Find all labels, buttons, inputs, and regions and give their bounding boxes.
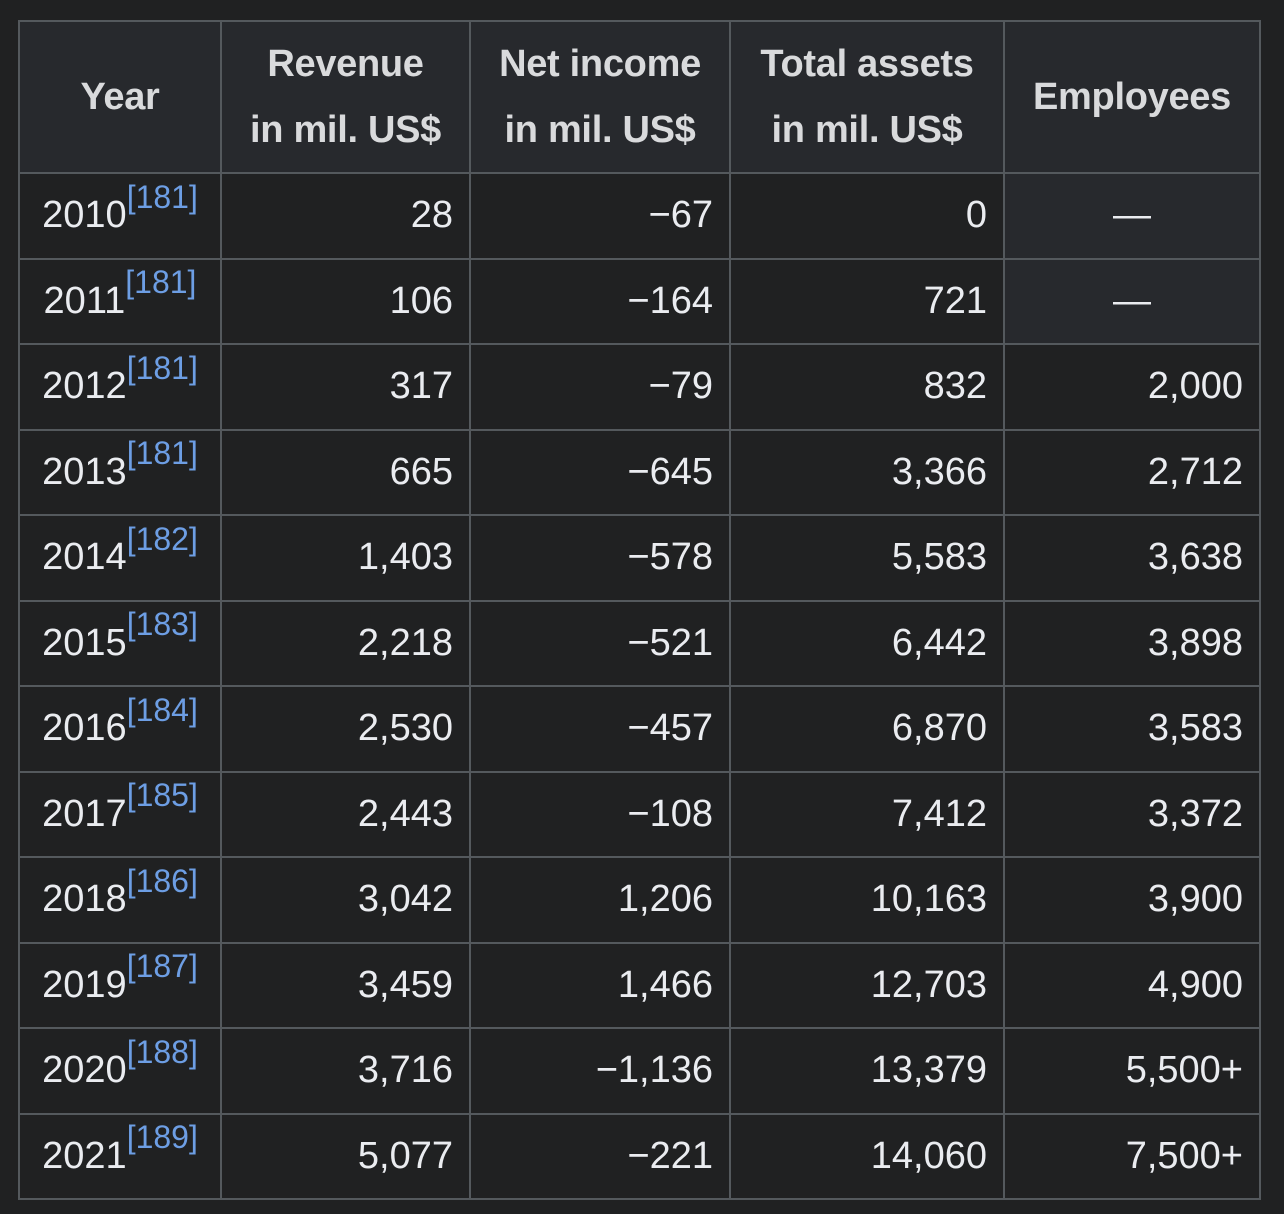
reference-link[interactable]: [181] [126, 178, 198, 215]
employees-cell: — [1003, 172, 1261, 260]
total-assets-cell: 6,442 [729, 599, 1005, 687]
table-row: 2017[185] 2,443 −108 7,412 3,372 [18, 770, 1261, 858]
header-total-assets-line1: Total assets [760, 43, 974, 85]
total-assets-cell: 5,583 [729, 514, 1005, 602]
employees-cell: 3,900 [1003, 856, 1261, 944]
net-income-cell: −521 [469, 599, 731, 687]
net-income-cell: −457 [469, 685, 731, 773]
year-cell: 2012[181] [18, 343, 222, 431]
total-assets-cell: 10,163 [729, 856, 1005, 944]
net-income-cell: −221 [469, 1112, 731, 1200]
employees-cell: 2,000 [1003, 343, 1261, 431]
net-income-cell: 1,466 [469, 941, 731, 1029]
year-cell: 2019[187] [18, 941, 222, 1029]
employees-cell: 3,898 [1003, 599, 1261, 687]
table-row: 2012[181] 317 −79 832 2,000 [18, 343, 1261, 431]
net-income-cell: −108 [469, 770, 731, 858]
revenue-cell: 3,716 [220, 1027, 471, 1115]
reference-link[interactable]: [187] [126, 948, 198, 985]
year-cell: 2021[189] [18, 1112, 222, 1200]
reference-link[interactable]: [183] [126, 606, 198, 643]
header-net-income: Net income in mil. US$ [469, 20, 731, 174]
net-income-cell: −67 [469, 172, 731, 260]
reference-link[interactable]: [181] [125, 264, 197, 301]
year-cell: 2020[188] [18, 1027, 222, 1115]
year-cell: 2011[181] [18, 257, 222, 345]
revenue-cell: 3,042 [220, 856, 471, 944]
year-cell: 2014[182] [18, 514, 222, 602]
table-row: 2020[188] 3,716 −1,136 13,379 5,500+ [18, 1027, 1261, 1115]
total-assets-cell: 0 [729, 172, 1005, 260]
revenue-cell: 28 [220, 172, 471, 260]
table-row: 2015[183] 2,218 −521 6,442 3,898 [18, 599, 1261, 687]
total-assets-cell: 832 [729, 343, 1005, 431]
year-cell: 2017[185] [18, 770, 222, 858]
reference-link[interactable]: [181] [126, 349, 198, 386]
revenue-cell: 317 [220, 343, 471, 431]
employees-cell: 4,900 [1003, 941, 1261, 1029]
total-assets-cell: 3,366 [729, 428, 1005, 516]
header-net-income-line2: in mil. US$ [504, 109, 696, 151]
net-income-cell: −1,136 [469, 1027, 731, 1115]
header-revenue-line2: in mil. US$ [250, 109, 441, 151]
table-row: 2011[181] 106 −164 721 — [18, 257, 1261, 345]
total-assets-cell: 721 [729, 257, 1005, 345]
revenue-cell: 665 [220, 428, 471, 516]
table-row: 2013[181] 665 −645 3,366 2,712 [18, 428, 1261, 516]
header-total-assets: Total assets in mil. US$ [729, 20, 1005, 174]
header-employees: Employees [1003, 20, 1261, 174]
revenue-cell: 2,443 [220, 770, 471, 858]
revenue-cell: 1,403 [220, 514, 471, 602]
revenue-cell: 5,077 [220, 1112, 471, 1200]
revenue-cell: 2,530 [220, 685, 471, 773]
revenue-cell: 3,459 [220, 941, 471, 1029]
total-assets-cell: 13,379 [729, 1027, 1005, 1115]
employees-cell: 3,638 [1003, 514, 1261, 602]
header-total-assets-line2: in mil. US$ [771, 109, 963, 151]
header-year: Year [18, 20, 222, 174]
revenue-cell: 106 [220, 257, 471, 345]
employees-cell: 2,712 [1003, 428, 1261, 516]
financials-table-wrapper: Year Revenue in mil. US$ Net income in m… [18, 20, 1261, 1200]
employees-cell: — [1003, 257, 1261, 345]
year-cell: 2016[184] [18, 685, 222, 773]
employees-cell: 7,500+ [1003, 1112, 1261, 1200]
employees-cell: 5,500+ [1003, 1027, 1261, 1115]
header-revenue-line1: Revenue [267, 43, 424, 85]
table-row: 2016[184] 2,530 −457 6,870 3,583 [18, 685, 1261, 773]
table-row: 2010[181] 28 −67 0 — [18, 172, 1261, 260]
header-revenue: Revenue in mil. US$ [220, 20, 471, 174]
total-assets-cell: 12,703 [729, 941, 1005, 1029]
net-income-cell: −164 [469, 257, 731, 345]
table-row: 2021[189] 5,077 −221 14,060 7,500+ [18, 1112, 1261, 1200]
table-row: 2019[187] 3,459 1,466 12,703 4,900 [18, 941, 1261, 1029]
net-income-cell: 1,206 [469, 856, 731, 944]
year-cell: 2018[186] [18, 856, 222, 944]
net-income-cell: −578 [469, 514, 731, 602]
year-cell: 2015[183] [18, 599, 222, 687]
header-net-income-line1: Net income [499, 43, 701, 85]
reference-link[interactable]: [185] [126, 777, 198, 814]
year-cell: 2010[181] [18, 172, 222, 260]
employees-cell: 3,583 [1003, 685, 1261, 773]
net-income-cell: −645 [469, 428, 731, 516]
table-row: 2014[182] 1,403 −578 5,583 3,638 [18, 514, 1261, 602]
total-assets-cell: 14,060 [729, 1112, 1005, 1200]
revenue-cell: 2,218 [220, 599, 471, 687]
reference-link[interactable]: [189] [126, 1119, 198, 1156]
reference-link[interactable]: [188] [126, 1033, 198, 1070]
reference-link[interactable]: [182] [126, 520, 198, 557]
reference-link[interactable]: [181] [126, 435, 198, 472]
year-cell: 2013[181] [18, 428, 222, 516]
reference-link[interactable]: [186] [126, 862, 198, 899]
net-income-cell: −79 [469, 343, 731, 431]
financials-table: Year Revenue in mil. US$ Net income in m… [18, 20, 1261, 1200]
table-row: 2018[186] 3,042 1,206 10,163 3,900 [18, 856, 1261, 944]
employees-cell: 3,372 [1003, 770, 1261, 858]
total-assets-cell: 6,870 [729, 685, 1005, 773]
total-assets-cell: 7,412 [729, 770, 1005, 858]
reference-link[interactable]: [184] [126, 691, 198, 728]
header-row: Year Revenue in mil. US$ Net income in m… [18, 20, 1261, 174]
